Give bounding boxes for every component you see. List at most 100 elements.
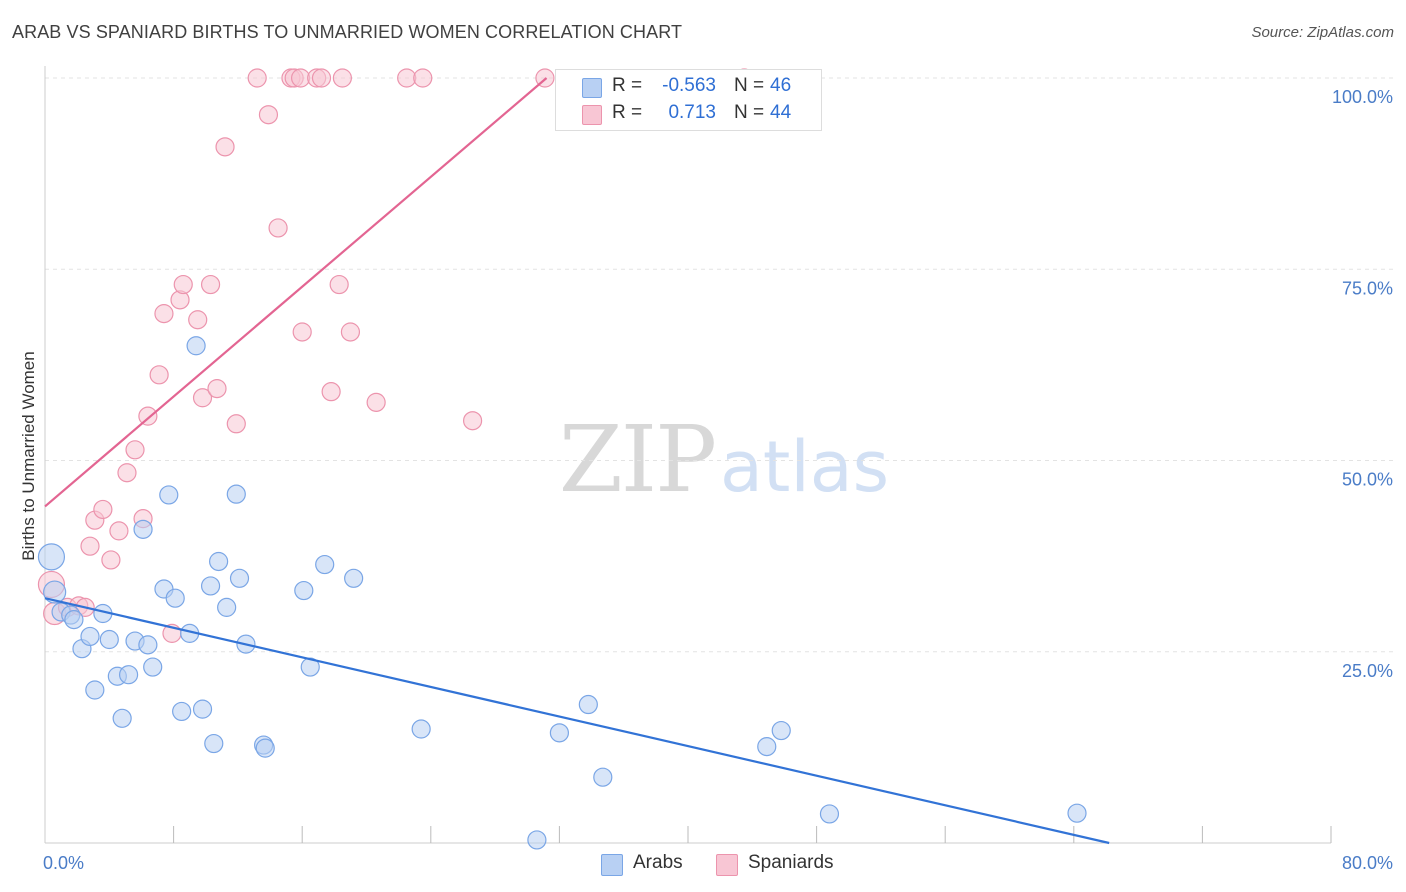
y-tick-label: 50.0% (1342, 470, 1393, 490)
arabs-point (593, 767, 613, 787)
arabs-point (578, 694, 598, 715)
arabs-point (43, 580, 67, 604)
spaniards-point (80, 536, 100, 556)
y-tick-labels: 25.0% 50.0% 75.0% 100.0% (1332, 87, 1393, 681)
bottom-label-arabs: Arabs (633, 852, 683, 873)
arabs-points (37, 336, 1087, 850)
arabs-point (133, 519, 153, 539)
arabs-point (165, 588, 185, 608)
arabs-point (411, 719, 431, 739)
spaniards-point (149, 365, 169, 385)
watermark-zip: ZIP (559, 406, 715, 513)
spaniards-point (321, 382, 341, 402)
arabs-point (118, 665, 139, 685)
arabs-point (186, 336, 206, 356)
arabs-point (143, 657, 163, 677)
spaniards-point (125, 440, 145, 460)
spaniards-point (247, 68, 267, 88)
trend-lines (44, 77, 1110, 845)
arabs-point (229, 568, 250, 588)
spaniards-point (138, 406, 158, 426)
arabs-point (112, 708, 132, 728)
arabs-point (226, 484, 246, 504)
x-tick-label-min: 0.0% (43, 853, 84, 873)
watermark-atlas: atlas (720, 426, 889, 508)
source-label: Source: ZipAtlas.com (1251, 24, 1394, 41)
arabs-point (64, 610, 84, 630)
arabs-point (255, 738, 275, 758)
arabs-point (192, 699, 213, 719)
spaniards-point (109, 521, 129, 541)
spaniards-point (290, 68, 311, 88)
x-tick-labels: 0.0% 80.0% (43, 853, 1393, 873)
spaniards-trend-line (44, 77, 548, 508)
arabs-point (209, 551, 229, 572)
legend-n-value-spaniards: 44 (770, 102, 792, 123)
legend-box: R = -0.563 N = 46 R = 0.713 N = 44 (555, 69, 822, 131)
axes (44, 66, 1332, 844)
arabs-point (37, 543, 66, 571)
bottom-swatch-arabs (601, 854, 623, 876)
arabs-point (159, 485, 179, 505)
spaniards-point (268, 218, 288, 238)
spaniards-point (311, 68, 332, 88)
arabs-point (204, 733, 224, 754)
spaniards-point (332, 68, 352, 88)
spaniards-point (226, 414, 246, 434)
spaniards-point (192, 388, 213, 408)
legend-r-label: R = (612, 75, 643, 96)
arabs-point (527, 830, 547, 850)
legend-swatch-spaniards (582, 105, 602, 125)
arabs-point (85, 680, 105, 700)
arabs-point (99, 629, 119, 650)
bottom-label-spaniards: Spaniards (748, 852, 834, 873)
y-axis-title: Births to Unmarried Women (19, 351, 38, 560)
spaniards-point (366, 392, 386, 412)
arabs-point (1067, 803, 1087, 823)
legend-n-label: N = (734, 75, 765, 96)
spaniards-point (101, 550, 121, 570)
spaniards-point (413, 68, 433, 88)
spaniards-point (154, 304, 174, 324)
arabs-point (80, 626, 100, 647)
arabs-point (819, 804, 840, 824)
y-tick-label: 75.0% (1342, 278, 1393, 298)
arabs-point (549, 723, 570, 743)
legend-r-value-arabs: -0.563 (662, 75, 716, 96)
spaniards-point (117, 463, 137, 483)
arabs-point (300, 657, 320, 677)
bottom-swatch-spaniards (716, 854, 738, 876)
x-tick-label-max: 80.0% (1342, 853, 1393, 873)
legend-r-label: R = (612, 102, 643, 123)
spaniards-point (173, 274, 193, 295)
spaniards-point (258, 105, 279, 125)
watermark: ZIP atlas (559, 406, 889, 513)
arabs-point (294, 580, 314, 601)
arabs-point (138, 635, 158, 655)
arabs-point (217, 597, 237, 617)
spaniards-point (188, 310, 208, 330)
legend-n-label: N = (734, 102, 765, 123)
spaniards-points (37, 68, 754, 643)
y-tick-label: 25.0% (1342, 661, 1393, 681)
chart-title: ARAB VS SPANIARD BIRTHS TO UNMARRIED WOM… (12, 22, 683, 42)
gridlines (45, 77, 1393, 653)
spaniards-point (292, 322, 312, 342)
legend-n-value-arabs: 46 (770, 75, 792, 96)
arabs-point (172, 701, 192, 722)
arabs-point (315, 554, 335, 575)
spaniards-point (215, 137, 235, 157)
arabs-trend-line (44, 597, 1110, 845)
spaniards-point (340, 322, 361, 342)
spaniards-point (462, 411, 483, 431)
spaniards-point (93, 499, 113, 520)
arabs-point (200, 576, 221, 596)
spaniards-point (397, 68, 417, 88)
arabs-point (344, 568, 364, 588)
spaniards-point (329, 274, 349, 295)
legend-r-value-spaniards: 0.713 (668, 102, 716, 123)
legend-swatch-arabs (582, 78, 602, 98)
spaniards-point (207, 378, 227, 399)
arabs-point (757, 737, 777, 757)
